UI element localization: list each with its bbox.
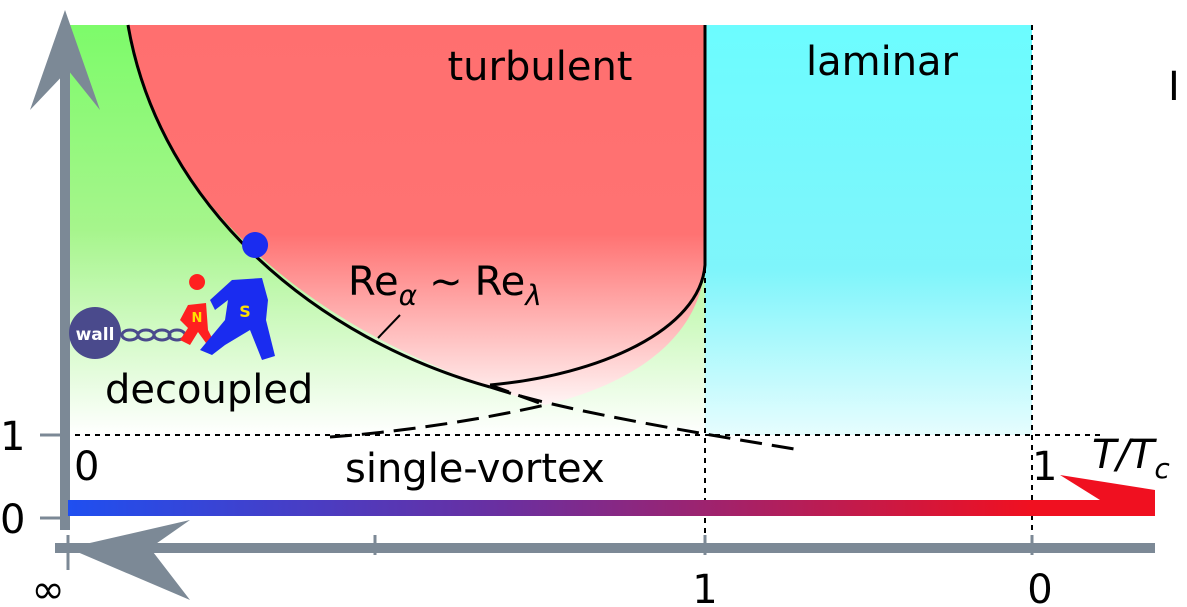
top-mask [98, 15, 808, 25]
subscript: c [1154, 452, 1170, 485]
crossover-label: Reα∼Reλ [348, 259, 542, 312]
y-axis [60, 40, 70, 530]
x-axis [55, 543, 1155, 553]
super-label: S [239, 302, 251, 321]
relation: ∼ [429, 259, 463, 305]
y-tick-label: 1 [0, 414, 25, 460]
wall-label: wall [76, 325, 115, 345]
normal-label: N [192, 311, 203, 326]
label: T/T [1092, 432, 1158, 478]
x-axis-arrow [68, 520, 190, 600]
region-label: laminar [806, 39, 959, 85]
edge-text: I [1168, 64, 1180, 110]
x-outer-label: 0 [1027, 567, 1052, 607]
re: Re [475, 259, 526, 305]
re: Re [348, 259, 399, 305]
x-tick-label: 0 [74, 444, 99, 490]
region-label: decoupled [105, 367, 313, 413]
subscript: α [399, 279, 418, 312]
region-label: single-vortex [345, 446, 605, 492]
region-label: turbulent [448, 44, 633, 90]
laminar-region [705, 25, 1032, 435]
temperature-bar [68, 500, 1032, 516]
y-tick-label: 0 [0, 497, 25, 543]
subscript: λ [523, 279, 542, 312]
phase-diagram: wall N S turbulent laminar decoupled sin… [0, 0, 1187, 607]
x-tick-label: 1 [1032, 444, 1057, 490]
x-outer-label: 1 [692, 567, 717, 607]
x-axis-label: T/Tc [1092, 432, 1170, 485]
x-outer-label: ∞ [31, 567, 64, 607]
